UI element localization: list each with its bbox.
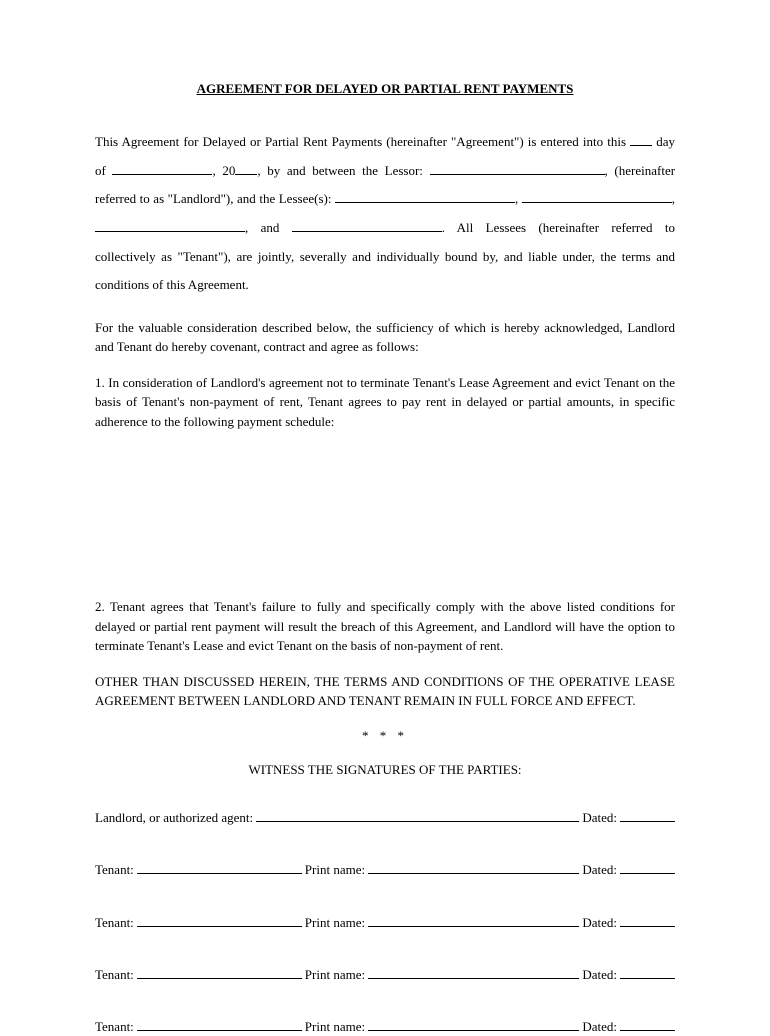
tenant-label: Tenant: bbox=[95, 914, 134, 932]
blank-tenant-2-print[interactable] bbox=[368, 926, 579, 927]
document-title: AGREEMENT FOR DELAYED OR PARTIAL RENT PA… bbox=[95, 80, 675, 98]
intro-comma-1: , bbox=[672, 191, 675, 206]
intro-period: . bbox=[442, 220, 445, 235]
separator-asterisks: * * * bbox=[95, 727, 675, 745]
landlord-label: Landlord, or authorized agent: bbox=[95, 809, 253, 827]
dated-label: Dated: bbox=[582, 861, 617, 879]
blank-landlord-signature[interactable] bbox=[256, 821, 579, 822]
dated-label: Dated: bbox=[582, 809, 617, 827]
blank-tenant-4-date[interactable] bbox=[620, 1030, 675, 1031]
blank-tenant-1-signature[interactable] bbox=[137, 873, 302, 874]
print-label: Print name: bbox=[305, 861, 365, 879]
intro-text-2b: , 20 bbox=[212, 163, 235, 178]
print-label: Print name: bbox=[305, 914, 365, 932]
schedule-blank-area[interactable] bbox=[95, 447, 675, 597]
blank-tenant-1-print[interactable] bbox=[368, 873, 579, 874]
signature-row-tenant-2: Tenant: Print name: Dated: bbox=[95, 914, 675, 932]
print-label: Print name: bbox=[305, 966, 365, 984]
clause-2: 2. Tenant agrees that Tenant's failure t… bbox=[95, 597, 675, 656]
blank-tenant-3-print[interactable] bbox=[368, 978, 579, 979]
blank-tenant-3-date[interactable] bbox=[620, 978, 675, 979]
blank-tenant-4-print[interactable] bbox=[368, 1030, 579, 1031]
tenant-label: Tenant: bbox=[95, 1018, 134, 1036]
signature-row-tenant-3: Tenant: Print name: Dated: bbox=[95, 966, 675, 984]
blank-lessee-1[interactable] bbox=[335, 202, 515, 203]
blank-day[interactable] bbox=[630, 145, 652, 146]
tenant-label: Tenant: bbox=[95, 861, 134, 879]
intro-and: , and bbox=[245, 220, 279, 235]
dated-label: Dated: bbox=[582, 914, 617, 932]
print-label: Print name: bbox=[305, 1018, 365, 1036]
intro-text-2c: , by and between the Lessor: bbox=[257, 163, 423, 178]
blank-landlord-date[interactable] bbox=[620, 821, 675, 822]
blank-tenant-4-signature[interactable] bbox=[137, 1030, 302, 1031]
dated-label: Dated: bbox=[582, 966, 617, 984]
blank-tenant-3-signature[interactable] bbox=[137, 978, 302, 979]
signature-row-landlord: Landlord, or authorized agent: Dated: bbox=[95, 809, 675, 827]
signature-row-tenant-1: Tenant: Print name: Dated: bbox=[95, 861, 675, 879]
tenant-label: Tenant: bbox=[95, 966, 134, 984]
blank-month[interactable] bbox=[112, 174, 212, 175]
blank-lessor[interactable] bbox=[430, 174, 605, 175]
intro-text-1: This Agreement for Delayed or Partial Re… bbox=[95, 134, 626, 149]
blank-tenant-2-date[interactable] bbox=[620, 926, 675, 927]
blank-lessee-3[interactable] bbox=[95, 231, 245, 232]
consideration-paragraph: For the valuable consideration described… bbox=[95, 318, 675, 357]
blank-tenant-1-date[interactable] bbox=[620, 873, 675, 874]
blank-year[interactable] bbox=[235, 174, 257, 175]
witness-heading: WITNESS THE SIGNATURES OF THE PARTIES: bbox=[95, 761, 675, 779]
clause-1: 1. In consideration of Landlord's agreem… bbox=[95, 373, 675, 432]
other-terms-paragraph: OTHER THAN DISCUSSED HEREIN, THE TERMS A… bbox=[95, 672, 675, 711]
blank-lessee-4[interactable] bbox=[292, 231, 442, 232]
dated-label: Dated: bbox=[582, 1018, 617, 1036]
blank-tenant-2-signature[interactable] bbox=[137, 926, 302, 927]
blank-lessee-2[interactable] bbox=[522, 202, 672, 203]
signature-row-tenant-4: Tenant: Print name: Dated: bbox=[95, 1018, 675, 1036]
intro-paragraph: This Agreement for Delayed or Partial Re… bbox=[95, 128, 675, 300]
